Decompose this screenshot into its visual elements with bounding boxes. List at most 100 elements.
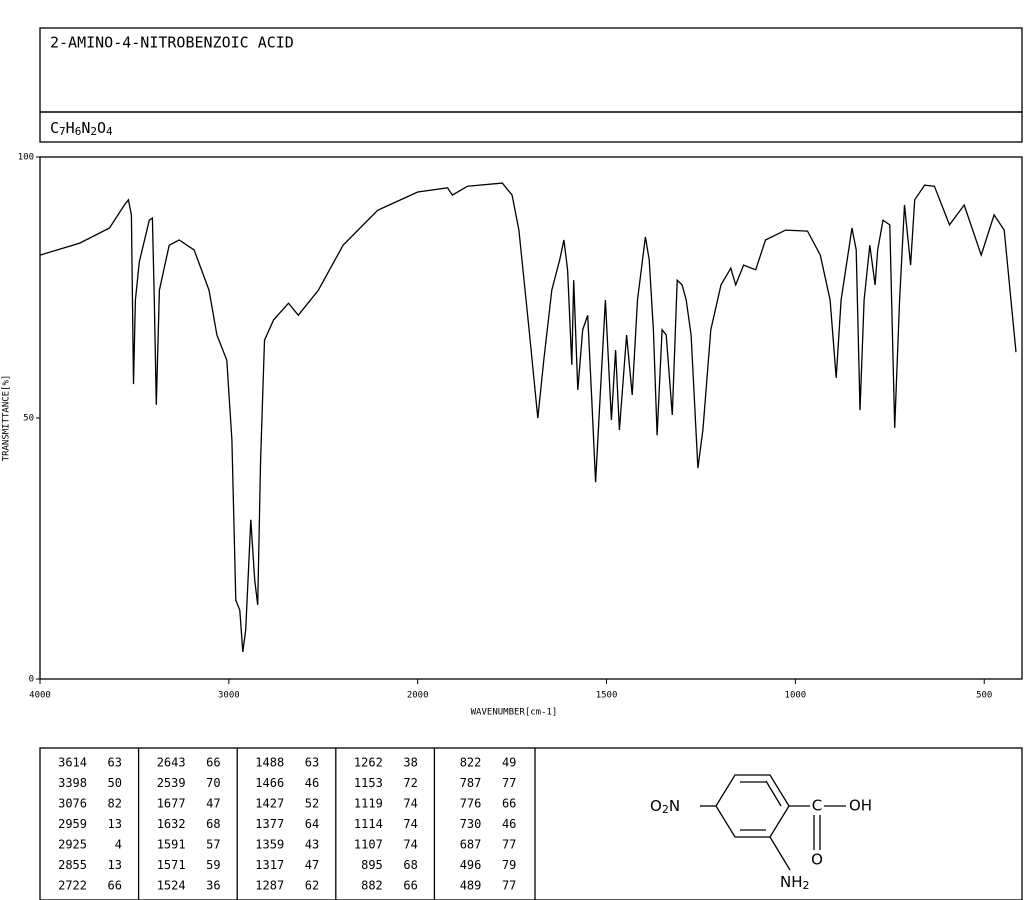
peak-transmittance: 68: [206, 817, 220, 831]
formula-subscript: 4: [106, 125, 113, 138]
peak-transmittance: 36: [206, 879, 220, 893]
peak-transmittance: 74: [403, 817, 417, 831]
x-tick-label: 4000: [29, 691, 51, 701]
peak-transmittance: 66: [108, 879, 122, 893]
peak-transmittance: 79: [502, 858, 516, 872]
formula-element: C: [50, 119, 59, 137]
peak-transmittance: 46: [502, 817, 516, 831]
formula-subscript: 2: [90, 125, 97, 138]
peak-wavenumber: 1287: [255, 879, 284, 893]
plot-frame: [39, 156, 1023, 680]
x-tick-label: 1500: [596, 691, 618, 701]
formula-element: H: [66, 119, 75, 137]
peak-wavenumber: 1632: [157, 817, 186, 831]
peak-wavenumber: 1524: [157, 879, 186, 893]
formula-box: [39, 111, 1023, 143]
hydroxyl-label: OH: [849, 797, 872, 815]
peak-wavenumber: 3614: [58, 756, 87, 770]
peak-transmittance: 70: [206, 776, 220, 790]
oxygen-label: O: [811, 851, 823, 869]
nitro-label-part: O: [650, 797, 662, 815]
peak-wavenumber: 687: [460, 838, 482, 852]
bond: [765, 780, 782, 807]
peak-transmittance: 47: [305, 858, 319, 872]
nitro-label-subscript: 2: [662, 803, 669, 816]
peak-wavenumber: 730: [460, 817, 482, 831]
peak-transmittance: 43: [305, 838, 319, 852]
benzene-ring: [715, 774, 790, 838]
peak-wavenumber: 496: [460, 858, 482, 872]
peak-wavenumber: 3076: [58, 797, 87, 811]
x-tick-label: 3000: [218, 691, 240, 701]
peak-wavenumber: 1359: [255, 838, 284, 852]
peak-wavenumber: 1466: [255, 776, 284, 790]
spectrum-line: [39, 182, 1017, 652]
nitro-label-part: N: [669, 797, 680, 815]
peak-transmittance: 63: [108, 756, 122, 770]
peak-wavenumber: 787: [460, 776, 482, 790]
y-axis-label: TRANSMITTANCE[%]: [2, 375, 12, 462]
formula-element: N: [81, 119, 90, 137]
peak-transmittance: 82: [108, 797, 122, 811]
peak-transmittance: 62: [305, 879, 319, 893]
peak-wavenumber: 2855: [58, 858, 87, 872]
x-axis-label: WAVENUMBER[cm-1]: [471, 708, 558, 718]
peak-wavenumber: 822: [460, 756, 482, 770]
peak-wavenumber: 2959: [58, 817, 87, 831]
x-tick-label: 2000: [407, 691, 429, 701]
nitro-label: O2N: [650, 797, 680, 817]
y-tick-label: 0: [29, 675, 34, 685]
peak-transmittance: 72: [403, 776, 417, 790]
peak-wavenumber: 2925: [58, 838, 87, 852]
peak-wavenumber: 1488: [255, 756, 284, 770]
peak-wavenumber: 1427: [255, 797, 284, 811]
peak-transmittance: 68: [403, 858, 417, 872]
peak-wavenumber: 1317: [255, 858, 284, 872]
carbon-label: C: [812, 797, 822, 815]
peak-wavenumber: 489: [460, 879, 482, 893]
peak-wavenumber: 1153: [354, 776, 383, 790]
structure: [700, 774, 846, 871]
peak-transmittance: 49: [502, 756, 516, 770]
peak-wavenumber: 1571: [157, 858, 186, 872]
peak-wavenumber: 1677: [157, 797, 186, 811]
x-tick-label: 500: [976, 691, 992, 701]
peak-wavenumber: 1262: [354, 756, 383, 770]
y-tick-label: 100: [18, 153, 34, 163]
peak-transmittance: 59: [206, 858, 220, 872]
peak-transmittance: 74: [403, 838, 417, 852]
peak-transmittance: 46: [305, 776, 319, 790]
peak-transmittance: 50: [108, 776, 122, 790]
amine-label-subscript: 2: [803, 879, 810, 892]
peak-transmittance: 66: [206, 756, 220, 770]
peak-transmittance: 66: [502, 797, 516, 811]
peak-transmittance: 74: [403, 797, 417, 811]
peak-transmittance: 38: [403, 756, 417, 770]
peak-wavenumber: 2539: [157, 776, 186, 790]
peak-wavenumber: 1114: [354, 817, 383, 831]
peak-transmittance: 52: [305, 797, 319, 811]
formula-subscript: 7: [59, 125, 66, 138]
amine-label: NH2: [780, 873, 810, 893]
y-tick-label: 50: [23, 414, 34, 424]
peak-transmittance: 57: [206, 838, 220, 852]
formula-subscript: 6: [75, 125, 82, 138]
peak-wavenumber: 1591: [157, 838, 186, 852]
peak-wavenumber: 895: [361, 858, 383, 872]
peak-transmittance: 47: [206, 797, 220, 811]
peak-wavenumber: 1377: [255, 817, 284, 831]
peak-transmittance: 66: [403, 879, 417, 893]
peak-table-frame: [39, 747, 1023, 900]
title: 2-AMINO-4-NITROBENZOIC ACID: [50, 34, 294, 52]
peak-transmittance: 77: [502, 838, 516, 852]
peak-wavenumber: 3398: [58, 776, 87, 790]
peak-transmittance: 63: [305, 756, 319, 770]
peak-wavenumber: 1119: [354, 797, 383, 811]
peak-wavenumber: 2643: [157, 756, 186, 770]
formula: C7H6N2O4: [50, 119, 113, 139]
formula-element: O: [97, 119, 106, 137]
peak-wavenumber: 1107: [354, 838, 383, 852]
peak-transmittance: 64: [305, 817, 319, 831]
peak-transmittance: 77: [502, 776, 516, 790]
